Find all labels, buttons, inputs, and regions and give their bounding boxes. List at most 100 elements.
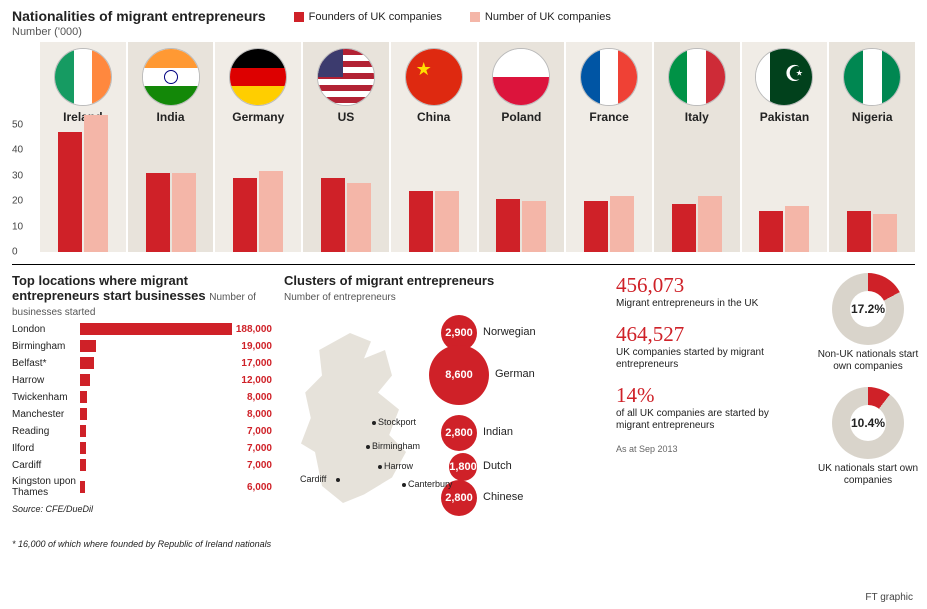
location-label: Twickenham [12,392,80,403]
cluster-label: Norwegian [483,326,536,338]
location-value: 6,000 [247,482,272,493]
location-label: Cardiff [12,460,80,471]
location-value: 12,000 [241,375,272,386]
legend: Founders of UK companies Number of UK co… [294,11,611,23]
location-bar [80,459,86,471]
bar-founders [58,132,82,252]
location-bar [80,481,85,493]
bar-companies [259,171,283,252]
bar-column: Ireland [40,42,126,252]
country-label: Germany [232,110,284,124]
bar-companies [172,173,196,252]
location-bar [80,323,232,335]
bar-column: Germany [215,42,301,252]
y-tick: 30 [12,170,23,181]
flag-icon [54,48,112,106]
stat-3-value: 14% [616,383,796,408]
location-row: Twickenham 8,000 [12,391,272,403]
location-value: 7,000 [247,460,272,471]
cluster-label: German [495,368,535,380]
bar-companies [610,196,634,252]
location-bar [80,442,86,454]
donut-2-pct: 10.4% [851,416,885,430]
bar-companies [347,183,371,252]
map-city-dot [402,483,406,487]
legend-label-a: Founders of UK companies [309,11,442,23]
y-tick: 0 [12,247,18,258]
y-axis: 01020304050 [12,112,36,252]
flag-icon [317,48,375,106]
location-label: Kingston upon Thames [12,476,80,498]
country-label: US [338,110,355,124]
location-bar [80,391,87,403]
stat-2-value: 464,527 [616,322,796,347]
flag-icon: ☪ [755,48,813,106]
cluster-label: Chinese [483,491,523,503]
bar-founders [672,204,696,252]
location-value: 7,000 [247,426,272,437]
cluster-label: Indian [483,426,513,438]
clusters-subtitle: Number of entrepreneurs [284,292,396,303]
location-row: Ilford7,000 [12,442,272,454]
flag-icon [229,48,287,106]
location-row: Harrow12,000 [12,374,272,386]
flag-icon [492,48,550,106]
bar-column: US [303,42,389,252]
country-label: Pakistan [760,110,809,124]
flag-icon [580,48,638,106]
bar-chart: 01020304050 IrelandIndiaGermanyUS★ChinaP… [12,42,915,252]
location-row: Belfast*17,000 [12,357,272,369]
location-bar [80,374,90,386]
stat-1-desc: Migrant entrepreneurs in the UK [616,298,796,310]
location-row: Reading 7,000 [12,425,272,437]
donut-2-label: UK nationals start own companies [808,463,927,487]
chart-subtitle: Number ('000) [12,26,266,38]
cluster-bubble: 8,600 [429,345,489,405]
y-tick: 50 [12,119,23,130]
y-tick: 20 [12,196,23,207]
bar-column: Poland [479,42,565,252]
bar-companies [84,115,108,252]
location-value: 8,000 [247,409,272,420]
locations-title: Top locations where migrant entrepreneur… [12,273,272,318]
map-city-label: Canterbury [408,479,453,489]
flag-icon [668,48,726,106]
location-value: 7,000 [247,443,272,454]
donut-uk: 10.4% [832,387,904,459]
graphic-credit: FT graphic [865,592,913,603]
location-row: London188,000 [12,323,272,335]
country-label: Italy [685,110,709,124]
map-city-dot [366,445,370,449]
location-label: Manchester [12,409,80,420]
bar-column: India [128,42,214,252]
bar-founders [584,201,608,252]
stats-panel: 456,073 Migrant entrepreneurs in the UK … [616,273,796,549]
cluster-bubble: 1,800 [449,453,477,481]
location-row: Birmingham19,000 [12,340,272,352]
country-label: India [157,110,185,124]
bar-companies [435,191,459,252]
map-city-dot [372,421,376,425]
legend-swatch-a [294,12,304,22]
country-label: Nigeria [852,110,893,124]
locations-panel: Top locations where migrant entrepreneur… [12,273,272,549]
stat-2-desc: UK companies started by migrant entrepre… [616,347,796,371]
bar-companies [522,201,546,252]
stat-1-value: 456,073 [616,273,796,298]
donut-1-pct: 17.2% [851,302,885,316]
country-label: China [417,110,450,124]
bar-companies [698,196,722,252]
y-tick: 40 [12,145,23,156]
country-label: France [589,110,628,124]
location-bar [80,425,86,437]
bar-founders [496,199,520,252]
bar-column: ★China [391,42,477,252]
map-city-label: Birmingham [372,441,420,451]
bar-founders [233,178,257,252]
cluster-label: Dutch [483,460,512,472]
location-label: Reading [12,426,80,437]
y-tick: 10 [12,221,23,232]
bar-companies [873,214,897,252]
chart-title: Nationalities of migrant entrepreneurs [12,8,266,24]
location-value: 8,000 [247,392,272,403]
